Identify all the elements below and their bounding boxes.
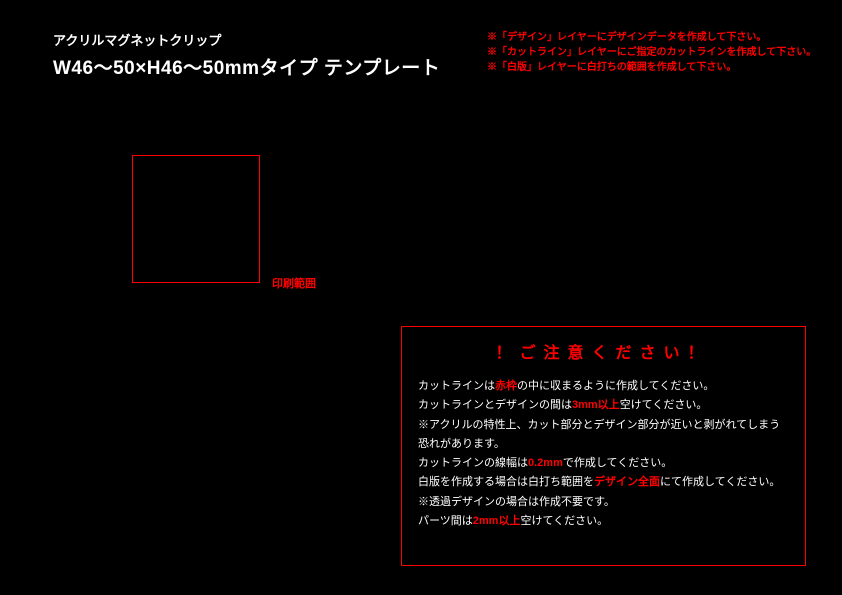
header: アクリルマグネットクリップ W46〜50×H46〜50mmタイプ テンプレート	[53, 30, 440, 80]
print-area-label: 印刷範囲	[272, 275, 316, 291]
caution-line-2: カットラインとデザインの間は3mm以上空けてください。	[418, 396, 789, 415]
print-area-box	[132, 155, 260, 283]
layer-notes: ※「デザイン」レイヤーにデザインデータを作成して下さい。 ※「カットライン」レイ…	[487, 30, 816, 75]
caution-body: カットラインは赤枠の中に収まるように作成してください。 カットラインとデザインの…	[418, 377, 789, 531]
caution-line-6: ※透過デザインの場合は作成不要です。	[418, 493, 789, 512]
product-title: W46〜50×H46〜50mmタイプ テンプレート	[53, 53, 440, 80]
caution-line-3: ※アクリルの特性上、カット部分とデザイン部分が近いと剥がれてしまう恐れがあります…	[418, 416, 789, 455]
note-line-2: ※「カットライン」レイヤーにご指定のカットラインを作成して下さい。	[487, 45, 816, 60]
caution-line-7: パーツ間は2mm以上空けてください。	[418, 512, 789, 531]
note-line-1: ※「デザイン」レイヤーにデザインデータを作成して下さい。	[487, 30, 816, 45]
caution-box: ！ご注意ください！ カットラインは赤枠の中に収まるように作成してください。 カッ…	[401, 326, 806, 566]
caution-title: ！ご注意ください！	[418, 339, 789, 363]
caution-line-4: カットラインの線幅は0.2mmで作成してください。	[418, 454, 789, 473]
note-line-3: ※「白版」レイヤーに白打ちの範囲を作成して下さい。	[487, 60, 816, 75]
product-subtitle: アクリルマグネットクリップ	[53, 30, 440, 49]
caution-line-5: 白版を作成する場合は白打ち範囲をデザイン全面にて作成してください。	[418, 473, 789, 492]
caution-line-1: カットラインは赤枠の中に収まるように作成してください。	[418, 377, 789, 396]
